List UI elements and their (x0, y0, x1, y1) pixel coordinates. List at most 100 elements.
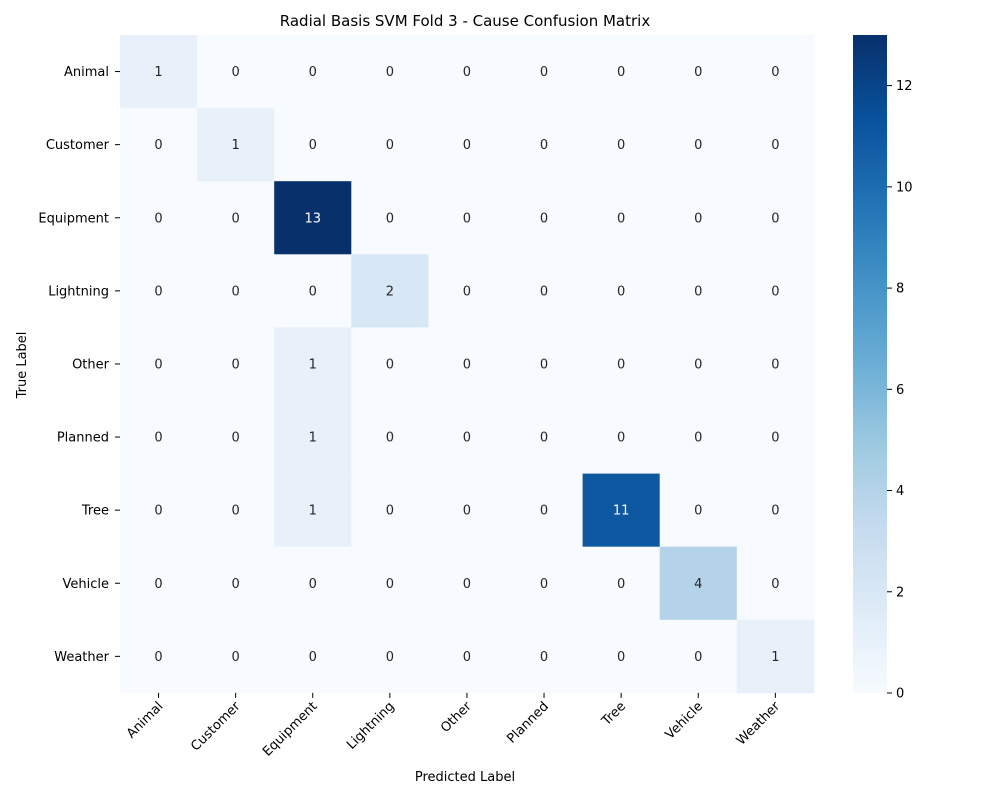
heatmap-cell (351, 181, 429, 255)
heatmap-cell (428, 473, 506, 548)
cell-value-label: 0 (232, 504, 240, 519)
heatmap-cell (505, 619, 584, 694)
heatmap-cell (582, 473, 661, 548)
cell-value-label: 0 (694, 431, 702, 446)
y-tick-label: Vehicle (63, 577, 110, 592)
cell-value-label: 11 (613, 504, 630, 519)
heatmap-cell (736, 619, 815, 694)
cell-value-label: 0 (154, 650, 162, 665)
heatmap-cell (120, 400, 198, 475)
x-tick-label: Planned (504, 699, 551, 746)
heatmap-cell (274, 181, 352, 255)
heatmap-cell (428, 35, 506, 109)
cell-value-label: 0 (154, 138, 162, 153)
cell-value-label: 0 (540, 577, 548, 592)
heatmap-cell (120, 327, 198, 401)
heatmap-cell (659, 108, 738, 182)
cell-value-label: 0 (463, 211, 471, 226)
x-tick-label: Equipment (260, 699, 321, 760)
cell-value-label: 0 (771, 357, 779, 372)
x-tick-label: Animal (124, 699, 166, 741)
cell-value-label: 0 (463, 357, 471, 372)
heatmap-cell (505, 546, 584, 621)
heatmap-cell (736, 254, 815, 328)
colorbar-tick-label: 4 (896, 484, 904, 499)
heatmap-cell (197, 473, 275, 548)
cell-value-label: 0 (386, 357, 394, 372)
heatmap-cell (505, 327, 584, 401)
heatmap-cells (120, 35, 815, 694)
heatmap-cell (351, 400, 429, 475)
heatmap-cell (351, 254, 429, 328)
heatmap-cell (351, 619, 429, 694)
heatmap-cell (505, 400, 584, 475)
x-tick-label: Other (438, 699, 475, 736)
heatmap-cell (659, 546, 738, 621)
heatmap-cell (120, 473, 198, 548)
heatmap-cell (274, 108, 352, 182)
heatmap-cell (659, 327, 738, 401)
cell-value-label: 0 (540, 284, 548, 299)
heatmap-cell (197, 619, 275, 694)
heatmap-cell (582, 254, 661, 328)
cell-value-label: 0 (617, 357, 625, 372)
cell-value-label: 0 (232, 577, 240, 592)
cell-value-label: 0 (617, 65, 625, 80)
heatmap-cell (736, 35, 815, 109)
cell-value-label: 0 (694, 504, 702, 519)
heatmap-cell (505, 181, 584, 255)
heatmap-cell (274, 619, 352, 694)
heatmap-cell (197, 254, 275, 328)
heatmap-cell (351, 546, 429, 621)
cell-value-label: 0 (463, 431, 471, 446)
x-axis-label: Predicted Label (415, 770, 515, 785)
heatmap-cell (659, 35, 738, 109)
heatmap-cell (659, 181, 738, 255)
cell-value-label: 0 (154, 284, 162, 299)
cell-value-label: 0 (617, 284, 625, 299)
heatmap-cell (120, 181, 198, 255)
colorbar-tick-label: 6 (896, 383, 904, 398)
cell-value-label: 0 (386, 504, 394, 519)
cell-value-label: 1 (232, 138, 240, 153)
x-tick-label: Weather (734, 699, 784, 749)
heatmap-cell (428, 254, 506, 328)
cell-value-label: 0 (771, 65, 779, 80)
cell-value-label: 0 (694, 650, 702, 665)
cell-value-label: 1 (309, 504, 317, 519)
colorbar-gradient (853, 35, 887, 693)
cell-value-label: 1 (771, 650, 779, 665)
y-tick-label: Lightning (48, 284, 109, 299)
heatmap-cell (736, 181, 815, 255)
cell-value-label: 0 (463, 284, 471, 299)
cell-value-label: 0 (463, 504, 471, 519)
heatmap-cell (428, 108, 506, 182)
cell-value-label: 1 (309, 431, 317, 446)
colorbar-tick-label: 8 (896, 282, 904, 297)
cell-value-label: 0 (463, 65, 471, 80)
cell-value-label: 0 (617, 650, 625, 665)
heatmap-cell (428, 546, 506, 621)
cell-value-label: 0 (309, 650, 317, 665)
heatmap-cell (659, 254, 738, 328)
cell-value-label: 0 (309, 284, 317, 299)
heatmap-cell (505, 108, 584, 182)
heatmap-cell (274, 35, 352, 109)
colorbar-tick-label: 2 (896, 585, 904, 600)
heatmap-cell (428, 400, 506, 475)
heatmap-cell (197, 181, 275, 255)
y-tick-label: Other (72, 357, 110, 372)
cell-value-label: 0 (309, 138, 317, 153)
heatmap-cell (736, 473, 815, 548)
cell-value-label: 0 (232, 211, 240, 226)
cell-value-label: 0 (694, 284, 702, 299)
cell-value-label: 0 (154, 431, 162, 446)
cell-value-label: 0 (386, 65, 394, 80)
cell-value-label: 0 (617, 431, 625, 446)
heatmap-cell (120, 546, 198, 621)
cell-value-label: 0 (540, 431, 548, 446)
cell-value-label: 0 (232, 357, 240, 372)
y-tick-label: Weather (54, 650, 109, 665)
heatmap-cell (582, 108, 661, 182)
